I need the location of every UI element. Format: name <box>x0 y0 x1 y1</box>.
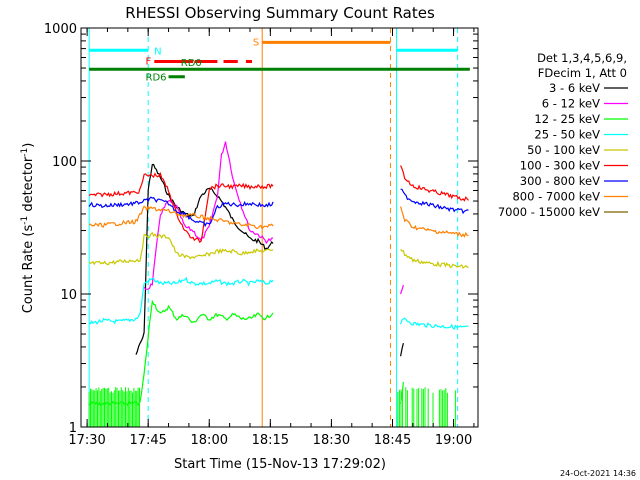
legend-label-7: 800 - 7000 keV <box>512 190 600 204</box>
y-axis-label-main: Count Rate (s <box>21 225 36 314</box>
x-tick-label-1: 17:45 <box>129 433 166 448</box>
legend-label-0: 3 - 6 keV <box>549 81 600 95</box>
y-axis-label-sup2: -1 <box>20 148 30 157</box>
state-bar-label-n: N <box>154 46 161 57</box>
series-line-100-300-kev <box>88 172 274 244</box>
x-axis-label: Start Time (15-Nov-13 17:29:02) <box>174 457 386 472</box>
state-bar-label-s: S <box>253 37 259 48</box>
x-tick-label-6: 19:00 <box>435 433 472 448</box>
series-line-after-gap-6-12-kev <box>400 284 404 295</box>
y-axis-label-sup1: -1 <box>20 216 30 225</box>
legend-label-1: 6 - 12 keV <box>542 97 600 111</box>
series-line-50-100-kev <box>88 231 274 266</box>
legend: Det 1,3,4,5,6,9, FDecim 1, Att 0 3 - 6 k… <box>498 51 628 219</box>
y-axis: 1 10 100 1000 <box>44 22 478 436</box>
series-line-after-gap-3-6-kev <box>400 342 404 357</box>
legend-label-8: 7000 - 15000 keV <box>498 205 600 219</box>
x-tick-label-0: 17:30 <box>68 433 105 448</box>
state-bars: NF RD0 RD6 S <box>89 37 470 84</box>
state-bar-label-rd0: RD0 <box>181 58 202 69</box>
series-line-after-gap-300-800-kev <box>400 188 469 215</box>
legend-label-4: 50 - 100 keV <box>527 143 600 157</box>
series-line-300-800-kev <box>88 196 274 228</box>
x-tick-label-2: 18:00 <box>191 433 228 448</box>
series-line-25-50-kev <box>88 276 274 325</box>
series-line-after-gap-100-300-kev <box>400 165 469 202</box>
y-tick-label-0: 1 <box>69 421 77 436</box>
chart-title: RHESSI Observing Summary Count Rates <box>125 4 435 22</box>
legend-label-2: 12 - 25 keV <box>534 112 600 126</box>
legend-label-3: 25 - 50 keV <box>534 128 600 142</box>
vertical-markers <box>88 28 459 427</box>
series-line-after-gap-25-50-kev <box>400 317 469 330</box>
series-line-after-gap-800-7000-kev <box>400 206 469 238</box>
y-tick-label-3: 1000 <box>44 22 77 37</box>
legend-header-line1: Det 1,3,4,5,6,9, <box>537 51 627 65</box>
y-tick-label-1: 10 <box>60 288 77 303</box>
footer-timestamp: 24-Oct-2021 14:36 <box>560 469 636 478</box>
x-axis: 17:30 17:45 18:00 18:15 18:30 18:45 19:00 <box>68 28 475 448</box>
legend-label-5: 100 - 300 keV <box>520 159 600 173</box>
series-group <box>88 141 469 427</box>
series-line-800-7000-kev <box>88 204 274 231</box>
series-line-after-gap-50-100-kev <box>400 249 469 269</box>
x-tick-label-5: 18:45 <box>374 433 411 448</box>
state-bar-label-f: F <box>146 56 152 67</box>
series-line-3-6-kev <box>135 163 274 355</box>
series-line-6-12-kev <box>143 141 274 290</box>
state-bar-label-rd6: RD6 <box>146 73 167 84</box>
x-tick-label-3: 18:15 <box>252 433 289 448</box>
legend-label-6: 300 - 800 keV <box>520 174 600 188</box>
x-tick-label-4: 18:30 <box>313 433 350 448</box>
y-axis-label-mid: detector <box>21 156 36 216</box>
plot-frame <box>80 27 479 428</box>
legend-header-line2: FDecim 1, Att 0 <box>538 66 627 80</box>
y-tick-label-2: 100 <box>52 155 77 170</box>
series-floor-12-25-kev <box>88 387 456 427</box>
y-axis-label-end: ) <box>21 143 36 148</box>
y-axis-label: Count Rate (s-1 detector-1) <box>20 143 36 314</box>
